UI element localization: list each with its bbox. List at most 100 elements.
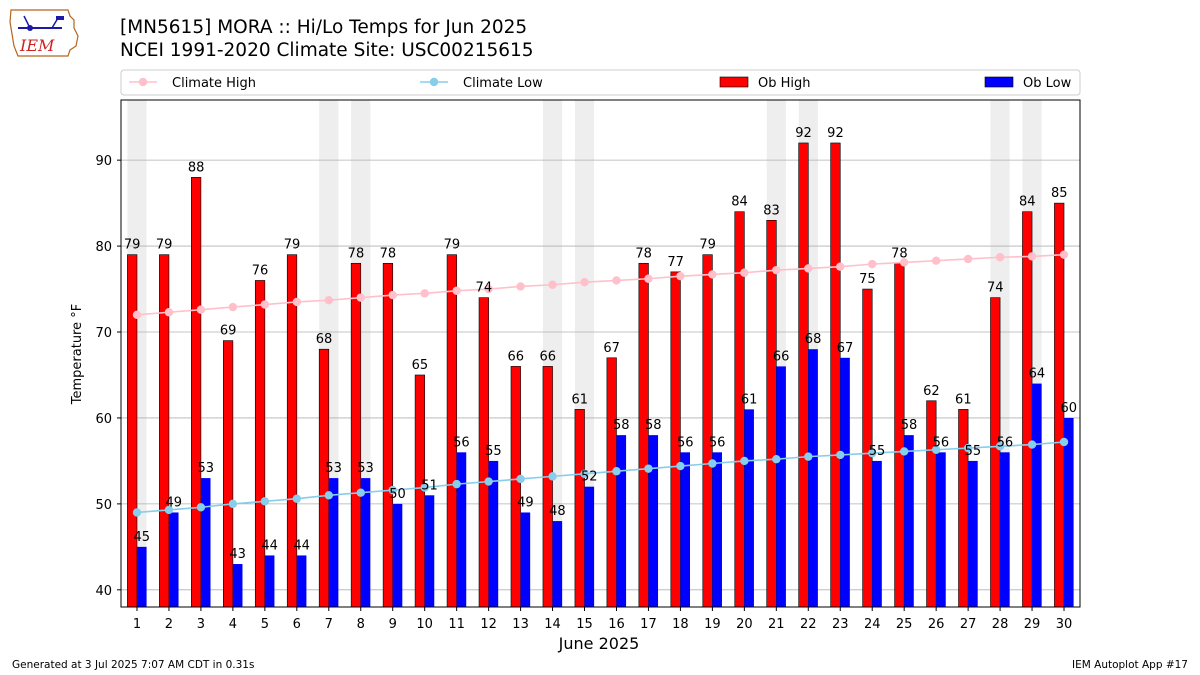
- ob-high-label: 83: [763, 203, 780, 218]
- climate-high-point: [580, 277, 589, 287]
- ob-high-label: 84: [731, 195, 748, 210]
- climate-low-point: [1059, 437, 1069, 447]
- y-axis-label: Temperature °F: [70, 304, 85, 405]
- ob-high-label: 65: [412, 358, 429, 373]
- x-tick-label: 17: [640, 617, 657, 632]
- climate-low-point: [420, 483, 429, 492]
- climate-low-legend-marker: [429, 77, 439, 87]
- ob-high-label: 79: [284, 238, 301, 253]
- ob-low-label: 56: [933, 435, 950, 450]
- climate-low-point: [228, 499, 238, 509]
- ob-low-label: 61: [741, 392, 758, 407]
- x-tick-label: 26: [928, 617, 945, 632]
- x-tick-label: 18: [672, 617, 689, 632]
- ob-high-bar: [254, 280, 266, 608]
- ob-low-bar: [840, 357, 850, 607]
- ob-high-bar: [446, 254, 457, 608]
- x-tick-label: 8: [357, 617, 365, 632]
- climate-high-point: [740, 268, 749, 277]
- climate-low-point: [931, 445, 941, 454]
- climate-high-point: [292, 297, 302, 307]
- ob-low-bar: [648, 435, 659, 607]
- climate-low-point: [548, 472, 557, 481]
- x-tick-label: 22: [800, 617, 817, 632]
- ob-high-bar: [990, 297, 1001, 608]
- x-axis-label: June 2025: [558, 634, 640, 653]
- ob-low-label: 48: [549, 504, 566, 519]
- climate-high-line: [136, 253, 1065, 316]
- ob-low-bar: [936, 452, 946, 607]
- x-tick-label: 12: [480, 617, 497, 632]
- climate-high-point: [484, 284, 493, 294]
- ob-high-label: 66: [539, 349, 556, 364]
- climate-high-point: [772, 265, 781, 275]
- ob-low-label: 44: [293, 538, 310, 553]
- ob-low-bar: [968, 460, 978, 607]
- ob-low-bar: [808, 349, 818, 607]
- ob-low-label: 56: [997, 435, 1014, 450]
- x-tick-label: 11: [448, 617, 465, 632]
- ob-low-label: 67: [837, 341, 854, 356]
- logo-text: IEM: [19, 36, 55, 55]
- ob-low-bar: [264, 555, 275, 607]
- app-label: IEM Autoplot App #17: [1072, 659, 1188, 671]
- x-tick-label: 1: [133, 617, 141, 632]
- climate-low-point: [1027, 440, 1037, 449]
- climate-high-point: [899, 258, 909, 267]
- climate-high-point: [260, 300, 270, 309]
- climate-low-point: [580, 469, 589, 479]
- ob-high-label: 88: [188, 160, 205, 175]
- ob-high-label: 79: [124, 238, 141, 253]
- x-tick-label: 24: [864, 617, 881, 632]
- x-tick-label: 4: [229, 617, 237, 632]
- ob-high-label: 66: [508, 349, 525, 364]
- climate-low-point: [612, 467, 621, 476]
- x-tick-label: 27: [960, 617, 977, 632]
- ob-high-bar: [542, 366, 553, 608]
- ob-high-label: 78: [635, 246, 652, 261]
- climate-low-point: [516, 474, 525, 484]
- x-tick-label: 14: [544, 617, 561, 632]
- climate-low-point: [772, 454, 781, 464]
- climate-high-point: [196, 305, 206, 314]
- ob-high-bar: [830, 142, 841, 608]
- ob-low-label: 50: [389, 487, 406, 502]
- x-tick-label: 20: [736, 617, 753, 632]
- ob-high-bar: [606, 357, 617, 608]
- ob-low-label: 53: [197, 461, 214, 476]
- ob-low-label: 60: [1061, 401, 1078, 416]
- climate-low-point: [740, 456, 749, 466]
- climate-low-point: [868, 448, 877, 458]
- ob-high-label: 67: [603, 341, 620, 356]
- climate-low-point: [899, 447, 909, 456]
- ob-high-label: 78: [380, 246, 397, 261]
- climate-high-point: [676, 271, 685, 281]
- ob-high-bar: [574, 409, 585, 608]
- climate-low-point: [963, 443, 973, 453]
- climate-low-point: [452, 479, 461, 489]
- climate-high-point: [420, 289, 429, 298]
- ob-high-bar: [926, 400, 937, 608]
- ob-low-bar: [1064, 417, 1074, 607]
- y-tick-label: 40: [95, 584, 112, 599]
- ob-high-label: 76: [252, 263, 269, 278]
- ob-high-label: 68: [316, 332, 333, 347]
- ob-low-label: 53: [357, 461, 374, 476]
- x-tick-label: 15: [576, 617, 593, 632]
- ob-high-label: 79: [156, 238, 173, 253]
- ob-high-label: 85: [1051, 186, 1068, 201]
- ob-high-label: 61: [571, 392, 588, 407]
- climate-low-point: [324, 491, 333, 500]
- chart-title: [MN5615] MORA :: Hi/Lo Temps for Jun 202…: [120, 17, 528, 38]
- x-tick-label: 7: [325, 617, 333, 632]
- climate-low-legend-label: Climate Low: [463, 76, 543, 91]
- climate-high-legend-marker: [138, 77, 148, 87]
- ob-high-bar: [798, 142, 809, 608]
- ob-low-label: 55: [485, 444, 502, 459]
- ob-low-label: 56: [709, 435, 726, 450]
- legend-box: [120, 69, 1081, 96]
- ob-low-label: 56: [453, 435, 470, 450]
- ob-high-bar: [766, 220, 777, 608]
- ob-low-bar: [904, 435, 914, 607]
